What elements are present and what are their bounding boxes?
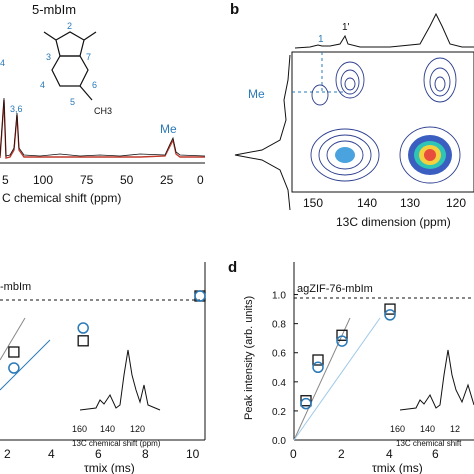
inset-tick-c-0: 160 [72, 424, 87, 434]
axis-label-a: C chemical shift (ppm) [2, 191, 121, 205]
point-d-circle-1 [312, 361, 324, 374]
ytick-d-3: 0.6 [272, 349, 286, 360]
fit-blue-d [293, 317, 381, 441]
left-projection [234, 54, 291, 211]
point-d-square-3 [384, 303, 396, 315]
inset-spectrum-d [399, 349, 474, 411]
c-points [8, 290, 206, 374]
tick-a-5: 0 [197, 173, 204, 187]
point-c-square-0 [8, 346, 20, 358]
atom-label-6: 6 [92, 80, 97, 90]
tick-c-2: 6 [95, 447, 102, 461]
tick-d-1: 2 [338, 447, 345, 461]
axis-label-d-x: τmix (ms) [372, 461, 423, 474]
point-d-square-0 [300, 395, 312, 407]
panel-label-c: -mbIm [0, 281, 31, 293]
tick-d-3: 6 [432, 447, 439, 461]
compound-name: 5-mbIm [32, 2, 76, 17]
fit-gray-c [0, 317, 26, 361]
top-projection [294, 12, 474, 49]
tick-c-3: 8 [142, 447, 149, 461]
tick-a-2: 75 [80, 173, 94, 187]
atom-label-4: 4 [40, 80, 45, 90]
contour-frame [291, 51, 474, 193]
point-c-circle-0 [8, 362, 20, 374]
point-d-circle-2 [336, 335, 348, 347]
axis-label-c: τmix (ms) [84, 461, 135, 474]
tick-c-1: 4 [48, 447, 55, 461]
panel-letter-d: d [228, 259, 237, 276]
point-c-circle-2 [194, 290, 206, 302]
tick-c-0: 2 [4, 447, 11, 461]
panel-c: -mbIm 160 140 120 13C chemical shift (pp… [0, 262, 206, 474]
point-d-square-1 [312, 354, 324, 366]
cross-label-1: 1 [318, 34, 324, 45]
inset-label-d: 13C chemical shift [396, 439, 462, 448]
inset-label-c: 13C chemical shift (ppm) [72, 439, 161, 448]
tick-b-0: 150 [303, 196, 323, 210]
inset-tick-c-2: 120 [130, 424, 145, 434]
me-label: Me [248, 87, 265, 101]
inset-tick-d-0: 160 [390, 424, 405, 434]
tick-b-2: 130 [400, 196, 420, 210]
peak-label-4: 4 [0, 58, 5, 68]
contour-ring-4 [424, 149, 436, 161]
panel-letter-b: b [230, 1, 239, 18]
d-points [300, 303, 396, 410]
tick-a-3: 50 [120, 173, 134, 187]
ytick-d-2: 0.4 [272, 378, 286, 389]
tick-d-0: 0 [290, 447, 297, 461]
point-c-circle-1 [77, 322, 89, 334]
contours [310, 57, 461, 184]
cross-label-1-prime: 1' [342, 22, 350, 33]
tick-d-2: 4 [386, 447, 393, 461]
panel-d: d agZIF-76-mbIm Peak intensity (arb. uni… [228, 259, 474, 474]
panel-b: b 1 1' Me 150 140 1 [230, 1, 474, 229]
methyl-label: CH3 [94, 106, 112, 116]
panel-label-d: agZIF-76-mbIm [297, 283, 373, 295]
ytick-d-4: 0.8 [272, 320, 286, 331]
tick-c-4: 10 [186, 447, 200, 461]
d-yticks: 0.0 0.2 0.4 0.6 0.8 1.0 [272, 291, 298, 447]
point-c-square-1 [77, 335, 89, 347]
ytick-d-1: 0.2 [272, 407, 286, 418]
molecule-structure [43, 31, 97, 101]
inset-spectrum-c [79, 349, 161, 411]
ytick-d-5: 1.0 [272, 291, 286, 302]
tick-b-3: 120 [446, 196, 466, 210]
contour-core-1 [335, 147, 355, 163]
tick-a-4: 25 [160, 173, 174, 187]
spectrum-data [0, 97, 206, 157]
tick-a-1: 100 [33, 173, 53, 187]
atom-label-2: 2 [67, 21, 72, 31]
point-d-circle-0 [300, 397, 312, 410]
peak-label-me: Me [160, 122, 177, 136]
inset-tick-d-2: 12 [450, 424, 460, 434]
peak-label-3-6: 3,6 [10, 104, 23, 114]
panel-a: 5-mbIm 2 7 3 6 4 5 CH3 4 3,6 Me 5 100 75… [0, 2, 206, 205]
atom-label-5: 5 [70, 97, 75, 107]
axis-label-d-y: Peak intensity (arb. units) [243, 296, 255, 420]
point-d-circle-3 [384, 309, 396, 321]
atom-label-3: 3 [46, 52, 51, 62]
fit-blue-c [0, 339, 51, 391]
atom-label-7: 7 [86, 52, 91, 62]
fit-gray-d [293, 317, 351, 441]
ytick-d-0: 0.0 [272, 436, 286, 447]
tick-a-0: 5 [2, 173, 9, 187]
tick-b-1: 140 [357, 196, 377, 210]
inset-tick-d-1: 140 [420, 424, 435, 434]
inset-tick-c-1: 140 [100, 424, 115, 434]
axis-label-b: 13C dimension (ppm) [336, 215, 451, 229]
point-d-square-2 [336, 329, 348, 341]
spectrum-fit [0, 99, 205, 159]
